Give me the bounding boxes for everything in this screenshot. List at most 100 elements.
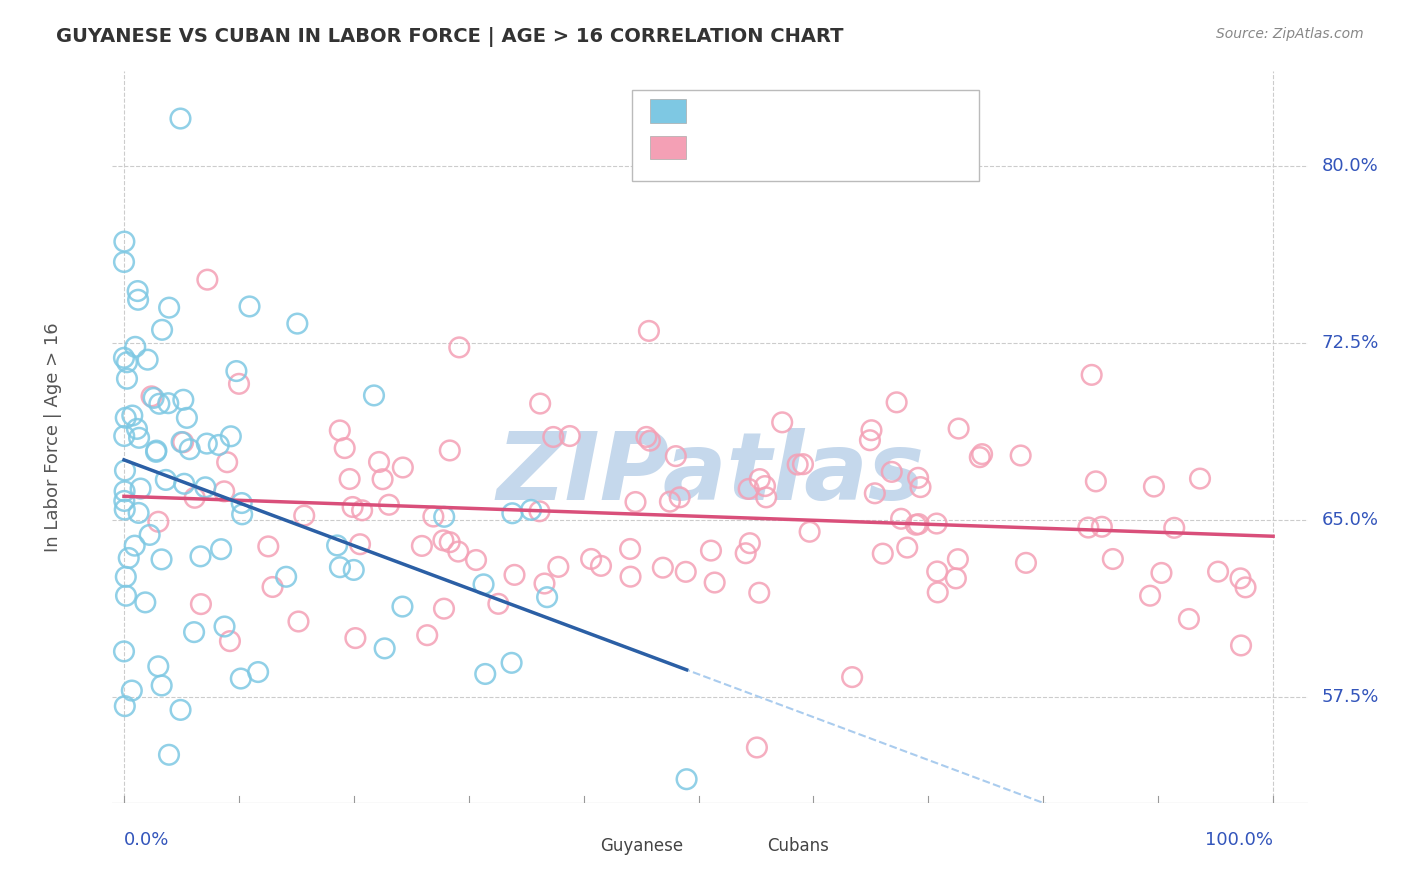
Point xyxy=(176,410,198,425)
Point xyxy=(907,471,929,485)
Point xyxy=(169,112,191,126)
Point xyxy=(231,496,253,510)
Point xyxy=(860,423,883,437)
Point xyxy=(624,495,647,509)
Point xyxy=(219,634,242,648)
Point xyxy=(786,458,808,472)
Point xyxy=(121,409,143,423)
Text: 0.0%: 0.0% xyxy=(124,831,169,849)
Text: 100.0%: 100.0% xyxy=(1205,831,1272,849)
Point xyxy=(155,473,177,487)
Point xyxy=(150,552,173,566)
Point xyxy=(1150,566,1173,580)
Point xyxy=(946,552,969,566)
Point xyxy=(465,553,488,567)
FancyBboxPatch shape xyxy=(651,99,686,122)
Point xyxy=(148,515,170,529)
Point xyxy=(190,549,212,564)
Point xyxy=(668,491,690,505)
Point xyxy=(114,570,136,584)
Point xyxy=(115,589,138,603)
Point xyxy=(285,317,308,331)
Point xyxy=(128,431,150,445)
Point xyxy=(114,484,136,499)
Point xyxy=(121,683,143,698)
Point xyxy=(880,465,903,479)
Point xyxy=(1188,472,1211,486)
Point xyxy=(112,429,135,443)
Point xyxy=(138,528,160,542)
Point xyxy=(1015,556,1038,570)
Point xyxy=(157,301,180,315)
Point xyxy=(638,324,661,338)
Point xyxy=(124,340,146,354)
Point xyxy=(329,424,352,438)
Point xyxy=(115,355,138,369)
Point xyxy=(501,656,523,670)
Point xyxy=(127,284,149,298)
Point xyxy=(1101,552,1123,566)
Point xyxy=(114,410,136,425)
Point xyxy=(217,455,239,469)
Point xyxy=(619,569,641,583)
Point xyxy=(190,597,212,611)
Point xyxy=(363,388,385,402)
Point xyxy=(170,435,193,450)
Point xyxy=(344,631,367,645)
Point xyxy=(195,436,218,450)
Point xyxy=(748,585,770,599)
Point xyxy=(886,395,908,409)
Point xyxy=(1077,520,1099,534)
Text: Source: ZipAtlas.com: Source: ZipAtlas.com xyxy=(1216,27,1364,41)
Point xyxy=(619,541,641,556)
Point xyxy=(529,504,551,518)
Point xyxy=(378,498,401,512)
Point xyxy=(474,667,496,681)
Point xyxy=(172,435,194,450)
Point xyxy=(872,547,894,561)
Text: 80.0%: 80.0% xyxy=(1322,157,1379,175)
Point xyxy=(1206,565,1229,579)
Point xyxy=(579,552,602,566)
Point xyxy=(352,503,374,517)
Point xyxy=(636,430,658,444)
Text: ZIPatlas: ZIPatlas xyxy=(496,427,924,520)
Point xyxy=(125,422,148,436)
Point xyxy=(675,565,697,579)
Point xyxy=(748,472,770,486)
Point xyxy=(501,506,523,520)
Point xyxy=(179,442,201,457)
Point xyxy=(422,509,444,524)
Point xyxy=(863,486,886,500)
Point xyxy=(533,576,555,591)
Point xyxy=(128,506,150,520)
Point xyxy=(148,659,170,673)
Point xyxy=(118,551,141,566)
Text: 57.5%: 57.5% xyxy=(1322,688,1379,706)
Point xyxy=(1091,520,1114,534)
Point xyxy=(343,563,366,577)
Point xyxy=(896,541,918,555)
Point xyxy=(276,570,298,584)
Point xyxy=(1163,521,1185,535)
Point xyxy=(1234,580,1257,594)
Text: R =  -0.148  N = 108: R = -0.148 N = 108 xyxy=(696,138,900,156)
FancyBboxPatch shape xyxy=(564,834,595,858)
Point xyxy=(112,351,135,365)
Point xyxy=(257,540,280,554)
Point xyxy=(770,415,793,429)
Point xyxy=(208,438,231,452)
Point xyxy=(145,445,167,459)
FancyBboxPatch shape xyxy=(731,834,762,858)
Point xyxy=(262,580,284,594)
FancyBboxPatch shape xyxy=(633,90,979,181)
Point xyxy=(231,508,253,522)
Point xyxy=(157,396,180,410)
Point xyxy=(948,421,970,435)
Point xyxy=(486,597,509,611)
Point xyxy=(755,491,778,505)
Point xyxy=(173,476,195,491)
Point xyxy=(799,524,821,539)
Point xyxy=(738,536,761,550)
Point xyxy=(112,235,135,249)
